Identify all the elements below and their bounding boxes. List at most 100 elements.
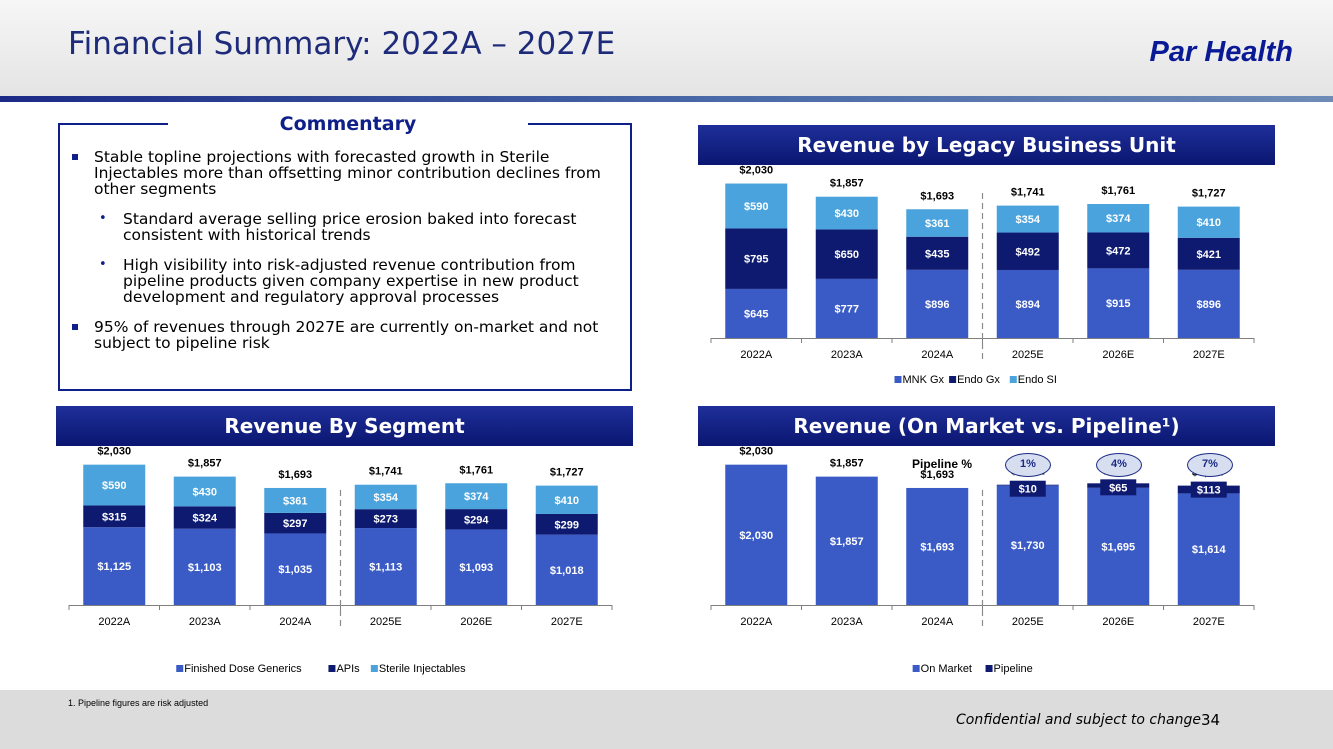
- legend-label: Finished Dose Generics: [184, 663, 302, 675]
- bar-total-label: $1,857: [830, 178, 864, 190]
- bar-data-label: $894: [1016, 299, 1041, 311]
- legend-label: Endo Gx: [957, 374, 1000, 386]
- bar-data-label: $1,018: [550, 565, 584, 577]
- bar-data-label: $896: [925, 299, 949, 311]
- brand-logo-text: Par Health: [1149, 36, 1293, 68]
- bar-segment: [906, 236, 969, 270]
- footer-band: [0, 690, 1333, 749]
- bar-data-label: $1,035: [278, 564, 312, 576]
- legend-swatch: [949, 376, 957, 383]
- bar-data-label: $374: [464, 491, 489, 503]
- bar-segment: [906, 269, 969, 338]
- header-band: [0, 0, 1333, 96]
- bar-data-label: $777: [835, 303, 859, 315]
- label-box: [1100, 479, 1137, 496]
- bar-segment: [725, 183, 788, 229]
- bar-data-label: $410: [555, 495, 579, 507]
- bar-segment: [815, 229, 878, 279]
- legend-swatch: [985, 665, 993, 672]
- bar-total-label: $1,693: [920, 190, 954, 202]
- bar-segment: [815, 476, 878, 605]
- bar-segment: [996, 205, 1059, 233]
- confidential-note: Confidential and subject to change: [956, 712, 1201, 728]
- segment-panel-header: Revenue By Segment: [56, 406, 633, 446]
- pipeline-panel-header: Revenue (On Market vs. Pipeline¹): [698, 406, 1275, 446]
- x-axis-tick-label: 2027E: [551, 616, 583, 628]
- bar-data-label: $1,857: [830, 536, 864, 548]
- bullet-text: 95% of revenues through 2027E are curren…: [94, 318, 599, 352]
- bar-total-label: $2,030: [97, 446, 131, 458]
- label-box: [1190, 481, 1227, 498]
- bar-data-label: $297: [283, 518, 307, 530]
- sub-bullet-item: • High visibility into risk-adjusted rev…: [70, 257, 625, 305]
- bar-data-label: $410: [1197, 217, 1221, 229]
- bar-data-label: $299: [555, 519, 579, 531]
- square-bullet-icon: [72, 324, 78, 330]
- bar-segment: [1087, 268, 1150, 338]
- pipeline-pct-badge: 7%: [1187, 453, 1233, 477]
- x-axis-tick-label: 2024A: [921, 349, 953, 361]
- pipeline-pct-label: Pipeline %: [912, 457, 973, 471]
- bar-data-label: $896: [1197, 299, 1221, 311]
- bar-segment: [1177, 493, 1240, 605]
- x-axis-tick-label: 2026E: [1102, 349, 1134, 361]
- legend-label: Pipeline: [994, 663, 1033, 675]
- bar-data-label: $324: [193, 513, 218, 525]
- bar-segment: [83, 505, 146, 528]
- bar-data-label: $430: [193, 486, 217, 498]
- bar-data-label: $1,693: [920, 541, 954, 553]
- bar-data-label: $113: [1197, 485, 1221, 497]
- x-axis-tick-label: 2023A: [831, 616, 863, 628]
- bar-segment: [535, 534, 598, 605]
- bar-total-label: $1,727: [550, 467, 584, 479]
- bar-data-label: $374: [1106, 213, 1131, 225]
- x-axis-tick-label: 2023A: [831, 349, 863, 361]
- bar-segment: [354, 509, 417, 529]
- bar-data-label: $1,695: [1101, 541, 1135, 553]
- bar-total-label: $2,030: [739, 165, 773, 177]
- bar-data-label: $354: [374, 492, 399, 504]
- legend-swatch: [176, 665, 184, 672]
- bar-data-label: $915: [1106, 298, 1130, 310]
- x-axis-tick-label: 2022A: [740, 349, 772, 361]
- legend-label: MNK Gx: [903, 374, 945, 386]
- bar-data-label: $1,730: [1011, 540, 1045, 552]
- bar-total-label: $1,857: [188, 458, 222, 470]
- dot-bullet-icon: •: [99, 257, 107, 272]
- bar-segment: [725, 464, 788, 605]
- bar-segment: [264, 487, 327, 513]
- legend-label: On Market: [921, 663, 972, 675]
- bar-data-label: $795: [744, 254, 768, 266]
- bar-segment: [1177, 237, 1240, 270]
- x-axis-tick-label: 2026E: [460, 616, 492, 628]
- footnote: 1. Pipeline figures are risk adjusted: [68, 698, 209, 708]
- bar-total-label: $1,741: [1011, 187, 1045, 199]
- bar-total-label: $1,761: [459, 464, 493, 476]
- bar-data-label: $65: [1109, 482, 1127, 494]
- square-bullet-icon: [72, 154, 78, 160]
- bar-data-label: $430: [835, 208, 859, 220]
- bar-segment: [1087, 487, 1150, 605]
- bar-segment: [725, 228, 788, 289]
- sub-bullet-text: Standard average selling price erosion b…: [123, 210, 577, 244]
- bar-total-label: $1,693: [278, 469, 312, 481]
- legend-swatch: [370, 665, 378, 672]
- legend-label: APIs: [336, 663, 360, 675]
- bullet-text: Stable topline projections with forecast…: [94, 148, 601, 198]
- bar-segment: [264, 533, 327, 605]
- bar-data-label: $435: [925, 248, 949, 260]
- header-rule: [0, 96, 1333, 102]
- bar-segment: [445, 483, 508, 510]
- bar-data-label: $294: [464, 514, 489, 526]
- bullet-item: Stable topline projections with forecast…: [70, 149, 625, 197]
- x-axis-tick-label: 2023A: [189, 616, 221, 628]
- bar-total-label: $1,727: [1192, 188, 1226, 200]
- commentary-title: Commentary: [168, 115, 528, 134]
- bullet-item: 95% of revenues through 2027E are curren…: [70, 319, 625, 351]
- bar-total-label: $1,857: [830, 458, 864, 470]
- bar-data-label: $590: [102, 480, 126, 492]
- bar-segment: [445, 509, 508, 530]
- bar-segment: [906, 487, 969, 605]
- bar-data-label: $361: [925, 218, 949, 230]
- x-axis-tick-label: 2022A: [740, 616, 772, 628]
